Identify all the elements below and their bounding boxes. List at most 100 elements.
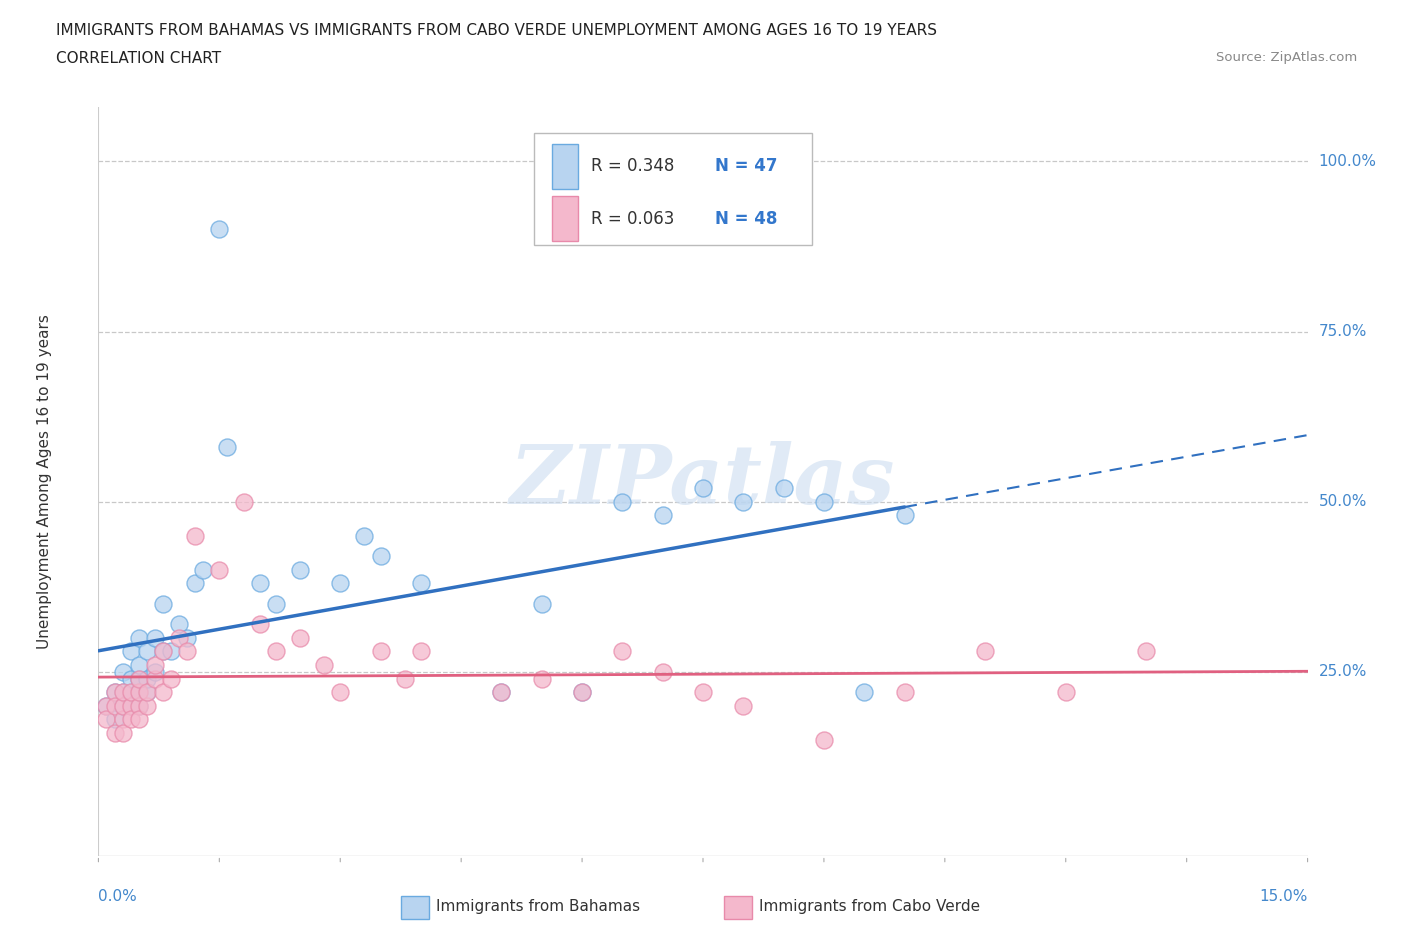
Point bbox=[409, 644, 432, 658]
Point bbox=[111, 664, 134, 679]
Point bbox=[217, 440, 239, 455]
Point bbox=[893, 508, 915, 523]
Point bbox=[135, 698, 157, 713]
Point bbox=[692, 481, 714, 496]
Point bbox=[120, 684, 142, 699]
Point bbox=[264, 596, 287, 611]
Point bbox=[120, 671, 142, 686]
Text: 15.0%: 15.0% bbox=[1260, 889, 1308, 904]
Point bbox=[329, 576, 352, 591]
Text: 25.0%: 25.0% bbox=[1319, 664, 1367, 679]
Text: R = 0.063: R = 0.063 bbox=[591, 209, 673, 228]
Point bbox=[370, 644, 392, 658]
Point bbox=[111, 712, 134, 727]
Point bbox=[813, 733, 835, 748]
Point bbox=[135, 644, 157, 658]
Point bbox=[530, 671, 553, 686]
Text: 50.0%: 50.0% bbox=[1319, 494, 1367, 510]
Point bbox=[128, 698, 150, 713]
Point bbox=[692, 684, 714, 699]
Point bbox=[135, 684, 157, 699]
Text: 100.0%: 100.0% bbox=[1319, 153, 1376, 169]
Point bbox=[370, 549, 392, 564]
Point bbox=[111, 698, 134, 713]
Point bbox=[314, 658, 336, 672]
Point bbox=[176, 631, 198, 645]
Point bbox=[184, 528, 207, 543]
FancyBboxPatch shape bbox=[534, 133, 811, 246]
Point bbox=[409, 576, 432, 591]
Point bbox=[232, 494, 254, 509]
Text: 75.0%: 75.0% bbox=[1319, 324, 1367, 339]
Point bbox=[264, 644, 287, 658]
Point bbox=[167, 617, 190, 631]
Point bbox=[176, 644, 198, 658]
Point bbox=[813, 494, 835, 509]
Point bbox=[208, 563, 231, 578]
Point bbox=[128, 712, 150, 727]
Point bbox=[651, 508, 673, 523]
Point bbox=[111, 698, 134, 713]
Point bbox=[128, 671, 150, 686]
Point bbox=[1054, 684, 1077, 699]
Text: IMMIGRANTS FROM BAHAMAS VS IMMIGRANTS FROM CABO VERDE UNEMPLOYMENT AMONG AGES 16: IMMIGRANTS FROM BAHAMAS VS IMMIGRANTS FR… bbox=[56, 23, 938, 38]
Point bbox=[651, 664, 673, 679]
Point bbox=[103, 698, 125, 713]
Text: 0.0%: 0.0% bbox=[98, 889, 138, 904]
Point bbox=[353, 528, 375, 543]
Text: ZIPatlas: ZIPatlas bbox=[510, 441, 896, 522]
Point bbox=[103, 712, 125, 727]
Point bbox=[143, 664, 166, 679]
Point bbox=[111, 725, 134, 740]
Point bbox=[128, 684, 150, 699]
Point bbox=[128, 658, 150, 672]
Text: Source: ZipAtlas.com: Source: ZipAtlas.com bbox=[1216, 51, 1357, 64]
Point bbox=[96, 712, 118, 727]
Bar bbox=[551, 144, 578, 189]
Text: N = 47: N = 47 bbox=[716, 157, 778, 175]
Point bbox=[184, 576, 207, 591]
Point bbox=[120, 684, 142, 699]
Point bbox=[111, 684, 134, 699]
Text: Immigrants from Bahamas: Immigrants from Bahamas bbox=[436, 899, 640, 914]
Point bbox=[128, 698, 150, 713]
Point bbox=[152, 684, 174, 699]
Point bbox=[1135, 644, 1157, 658]
Point bbox=[249, 576, 271, 591]
Point bbox=[160, 671, 183, 686]
Point bbox=[491, 684, 513, 699]
Text: R = 0.348: R = 0.348 bbox=[591, 157, 673, 175]
Point bbox=[96, 698, 118, 713]
Point bbox=[111, 684, 134, 699]
Point bbox=[103, 684, 125, 699]
Point bbox=[152, 644, 174, 658]
Point bbox=[103, 725, 125, 740]
Point bbox=[853, 684, 876, 699]
Point bbox=[772, 481, 794, 496]
Point bbox=[96, 698, 118, 713]
Point bbox=[394, 671, 416, 686]
Point bbox=[135, 671, 157, 686]
Point bbox=[135, 684, 157, 699]
Point bbox=[167, 631, 190, 645]
Text: Immigrants from Cabo Verde: Immigrants from Cabo Verde bbox=[759, 899, 980, 914]
Text: N = 48: N = 48 bbox=[716, 209, 778, 228]
Point bbox=[974, 644, 997, 658]
Point bbox=[329, 684, 352, 699]
Point bbox=[128, 631, 150, 645]
Point bbox=[143, 671, 166, 686]
Point bbox=[103, 684, 125, 699]
Text: CORRELATION CHART: CORRELATION CHART bbox=[56, 51, 221, 66]
Text: Unemployment Among Ages 16 to 19 years: Unemployment Among Ages 16 to 19 years bbox=[37, 313, 52, 649]
Point bbox=[571, 684, 593, 699]
Point bbox=[143, 658, 166, 672]
Point bbox=[249, 617, 271, 631]
Point bbox=[160, 644, 183, 658]
Bar bbox=[551, 196, 578, 241]
Point bbox=[893, 684, 915, 699]
Point bbox=[120, 698, 142, 713]
Point bbox=[208, 222, 231, 237]
Point bbox=[288, 563, 311, 578]
Point bbox=[128, 671, 150, 686]
Point bbox=[193, 563, 215, 578]
